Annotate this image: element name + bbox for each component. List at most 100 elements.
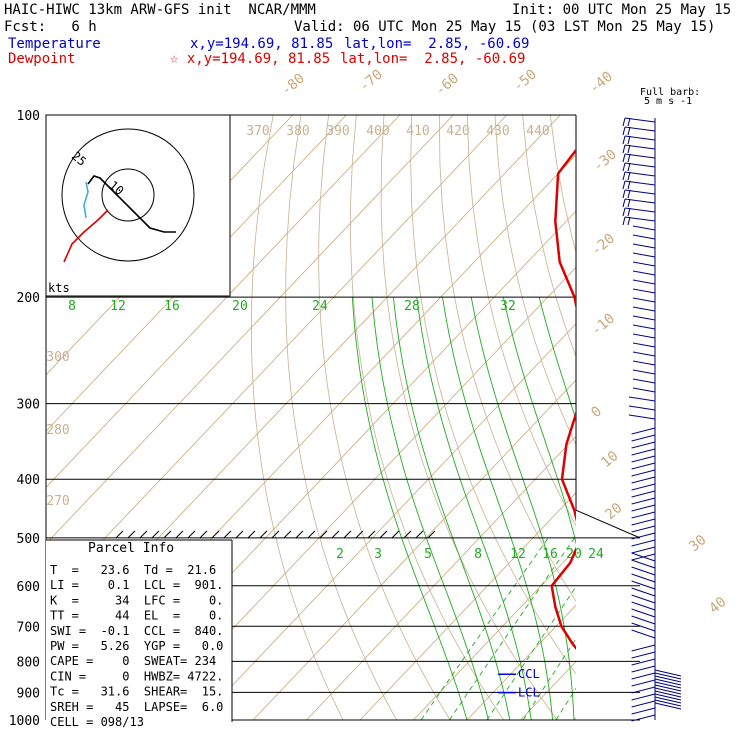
wind-barb (631, 462, 656, 470)
moist-adiabat-line (672, 297, 701, 720)
wind-barb (631, 665, 656, 673)
freezing-hatch (379, 530, 388, 539)
freezing-hatch (283, 530, 292, 539)
freezing-hatch (199, 530, 208, 539)
wind-barb-flag (622, 135, 626, 145)
pressure-tick-label: 100 (17, 109, 40, 124)
theta-label: 300 (46, 350, 69, 365)
wind-barb (631, 552, 656, 562)
theta-label: 370 (246, 124, 269, 139)
barb-legend-units: 5 m s -1 (644, 96, 692, 107)
isotherm-line (681, 115, 740, 720)
wind-barb-flag (622, 207, 626, 217)
freezing-hatch (367, 530, 376, 539)
ccl-label: CCL (518, 667, 540, 681)
mixing-ratio-label: 5 (424, 547, 432, 562)
temperature-xy: x,y=194.69, 81.85 (190, 36, 334, 52)
dewpoint-latlon: lat,lon= 2.85, -60.69 (340, 51, 526, 67)
isotherm-line (46, 115, 454, 545)
isotherm-line (46, 115, 401, 488)
wind-barb (632, 288, 656, 294)
wind-barb-flag (627, 117, 631, 127)
freezing-hatch (355, 530, 364, 539)
theta-label: 420 (446, 124, 469, 139)
pressure-tick-label: 300 (17, 398, 40, 413)
pressure-tick-label: 500 (17, 532, 40, 547)
parcel-row: K = 34 LFC = 0. (50, 593, 223, 607)
hodograph-ring-outer (61, 128, 195, 262)
wind-barb (632, 351, 656, 357)
wind-barb-dense (654, 699, 682, 707)
isotherm-label: -30 (590, 147, 620, 176)
wind-barb (631, 441, 656, 449)
wind-barb-dense (654, 693, 682, 701)
isotherm-line (735, 115, 740, 720)
wind-barb (631, 539, 656, 547)
wind-barb (631, 476, 656, 484)
wind-barb (632, 378, 656, 384)
mixing-ratio-label: 8 (474, 547, 482, 562)
freezing-hatch (307, 530, 316, 539)
isotherm-line (46, 115, 347, 432)
wind-barb (631, 679, 656, 687)
hodograph-ring-inner (101, 168, 155, 222)
moist-adiabat-line (624, 297, 670, 720)
wind-barb-dense (654, 684, 682, 692)
isotherm-line (359, 492, 576, 720)
freezing-hatch (139, 530, 148, 539)
parcel-row: TT = 44 EL = 0. (50, 609, 223, 623)
dry-adiabat-line (380, 115, 558, 720)
moist-adiabat-label: 8 (68, 299, 76, 314)
init-time: Init: 00 UTC Mon 25 May 15 (512, 2, 732, 18)
wind-barb-flag (627, 162, 631, 172)
wind-barb (631, 622, 656, 632)
mixing-ratio-line (449, 537, 575, 720)
moist-adiabat-line (371, 297, 489, 720)
wind-barb (631, 573, 656, 583)
wind-barb (632, 225, 656, 231)
wind-barb (631, 427, 656, 435)
isotherm-line (252, 379, 576, 720)
freezing-hatch (343, 530, 352, 539)
dewpoint-legend: Dewpoint (8, 51, 76, 67)
moist-adiabat-line (351, 297, 468, 720)
wind-barb-dense (654, 678, 682, 686)
freezing-hatch (223, 530, 232, 539)
freezing-hatch (163, 530, 172, 539)
wind-barb (631, 601, 656, 611)
frame-slant (575, 509, 641, 539)
wind-barb (632, 333, 656, 339)
wind-barb (631, 532, 656, 540)
mixing-ratio-line (486, 586, 576, 720)
wind-barb-dense (654, 702, 682, 710)
mixing-ratio-label: 2 (336, 547, 344, 562)
pressure-tick-label: 700 (17, 620, 40, 635)
moist-adiabat-label: 20 (232, 299, 248, 314)
wind-barb (632, 270, 656, 276)
moist-adiabat-line (470, 297, 575, 720)
wind-barb (631, 497, 656, 505)
wind-barb (631, 525, 656, 533)
isotherm-label: 40 (706, 594, 729, 617)
valid-time: Valid: 06 UTC Mon 25 May 15 (03 LST Mon … (294, 19, 716, 35)
wind-barb (632, 261, 656, 267)
wind-barb-flag (622, 144, 626, 154)
wind-barb-flag (627, 189, 631, 199)
pressure-tick-label: 600 (17, 580, 40, 595)
wind-barb (628, 405, 656, 411)
wind-barb (631, 672, 656, 680)
wind-barb (631, 455, 656, 463)
wind-barb (628, 414, 656, 420)
wind-barb-flag (622, 126, 626, 136)
dry-adiabat-line (606, 115, 740, 720)
wind-barb-flag (622, 117, 626, 127)
lcl-label: LCL (518, 686, 540, 700)
parcel-row: T = 23.6 Td = 21.6 (50, 563, 216, 577)
wind-barb (631, 448, 656, 456)
wind-barb (631, 518, 656, 526)
isotherm-label: -20 (588, 231, 618, 260)
dry-adiabat-line (717, 115, 740, 720)
hodograph-trace-low (63, 209, 109, 263)
parcel-panel (46, 540, 232, 724)
wind-barb-flag (622, 180, 626, 190)
